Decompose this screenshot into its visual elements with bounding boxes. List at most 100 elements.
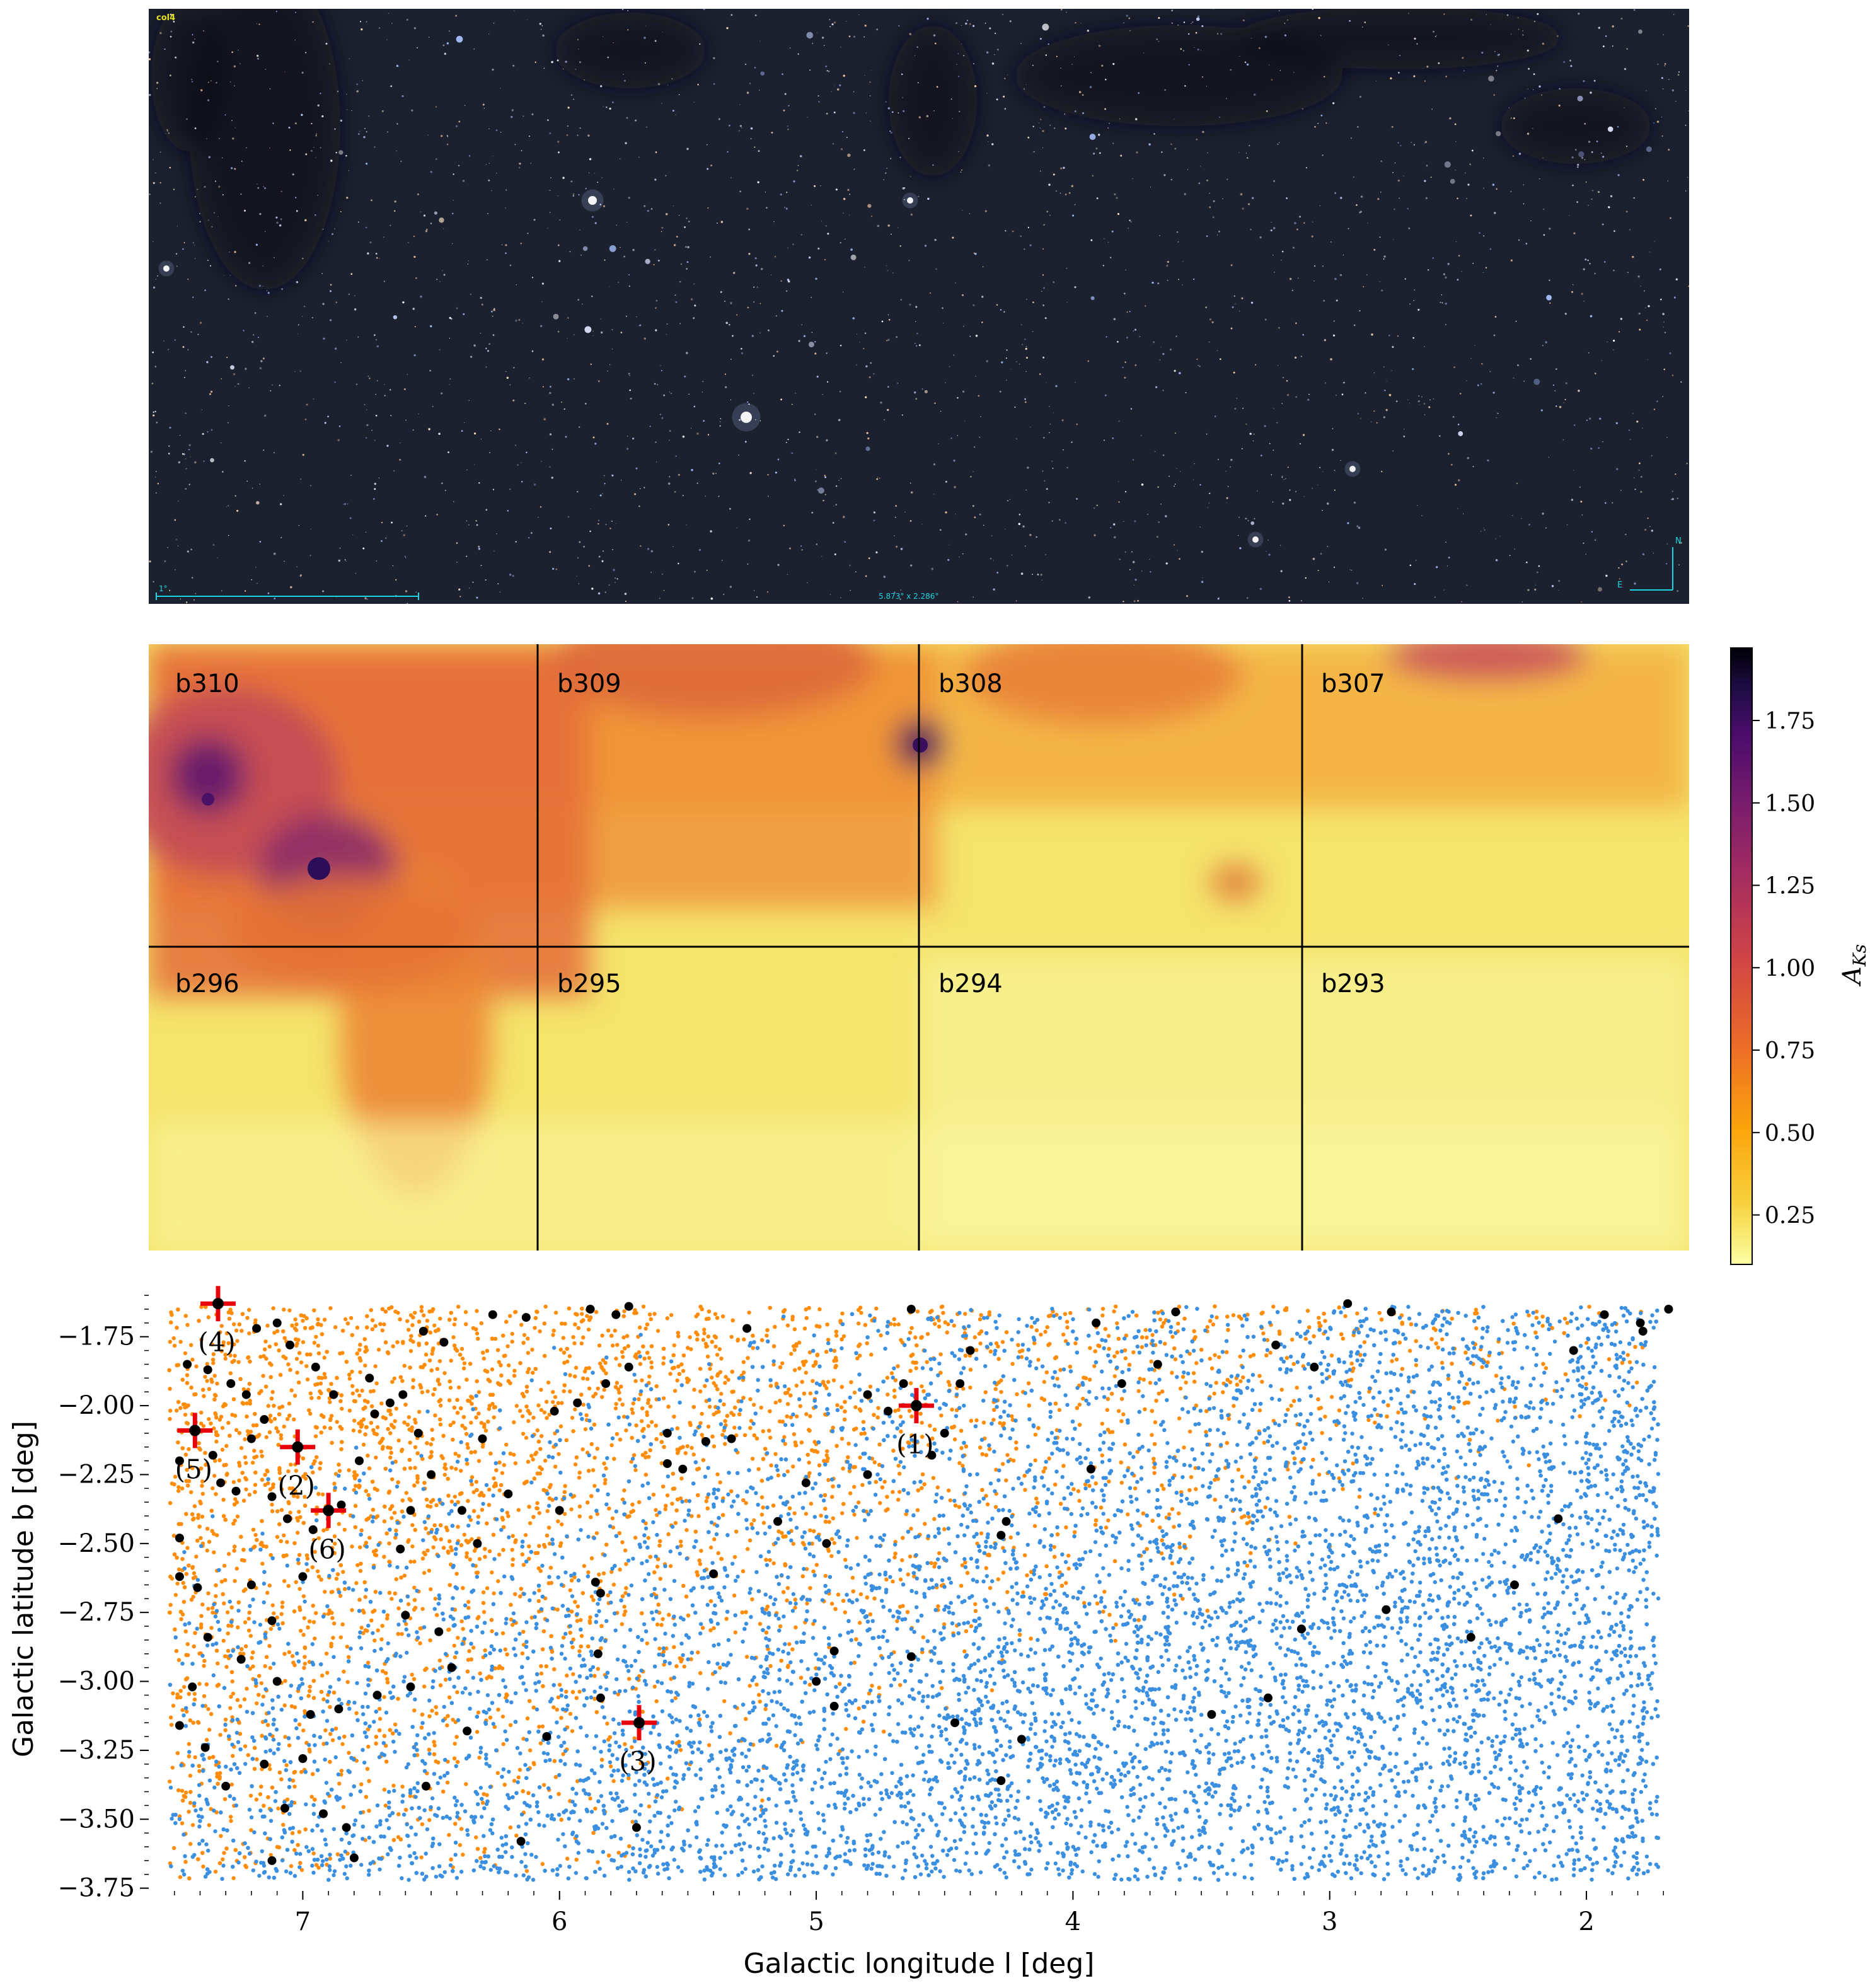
data-point-orange	[999, 1390, 1003, 1394]
data-point-orange	[1351, 1461, 1355, 1465]
data-point-orange	[401, 1339, 405, 1344]
data-point-orange	[320, 1673, 325, 1678]
data-point-orange	[455, 1397, 459, 1402]
data-point-orange	[1082, 1375, 1086, 1380]
data-point-orange	[214, 1583, 218, 1588]
data-point-orange	[214, 1648, 219, 1653]
data-point-orange	[765, 1333, 769, 1338]
data-point-orange	[407, 1415, 412, 1419]
data-point-orange	[808, 1586, 812, 1590]
data-point-orange	[284, 1553, 289, 1557]
data-point-orange	[322, 1355, 326, 1360]
data-point-orange	[453, 1742, 457, 1746]
data-point-orange	[1029, 1324, 1034, 1329]
data-point-orange	[1194, 1487, 1198, 1491]
data-point-orange	[274, 1426, 279, 1430]
data-point-orange	[313, 1434, 318, 1438]
data-point-orange	[424, 1341, 429, 1346]
data-point-orange	[732, 1593, 737, 1598]
data-point-orange	[328, 1760, 332, 1764]
data-point-orange	[267, 1644, 272, 1648]
data-point-orange	[229, 1624, 234, 1628]
data-point-orange	[369, 1308, 373, 1312]
data-point-orange	[557, 1682, 562, 1687]
data-point-orange	[625, 1515, 630, 1519]
data-point-orange	[359, 1419, 364, 1424]
data-point-orange	[604, 1542, 609, 1547]
data-point-orange	[268, 1413, 273, 1418]
data-point-orange	[232, 1322, 236, 1327]
data-point-orange	[275, 1509, 280, 1513]
data-point-orange	[231, 1480, 236, 1484]
data-point-orange	[204, 1682, 209, 1687]
data-point-orange	[306, 1568, 310, 1573]
data-point-orange	[1020, 1348, 1025, 1353]
data-point-orange	[504, 1442, 509, 1447]
data-point-orange	[446, 1549, 450, 1554]
data-point-orange	[1400, 1322, 1404, 1326]
data-point-orange	[292, 1541, 297, 1546]
data-point-orange	[480, 1508, 485, 1512]
data-point-orange	[447, 1398, 452, 1402]
data-point-orange	[1208, 1319, 1213, 1323]
data-point-orange	[792, 1432, 797, 1436]
data-point-orange	[1242, 1514, 1247, 1518]
data-point-orange	[1134, 1313, 1139, 1318]
data-point-orange	[857, 1353, 862, 1358]
data-point-orange	[593, 1392, 598, 1396]
data-point-orange	[170, 1766, 175, 1770]
data-point-orange	[655, 1329, 661, 1333]
data-point-orange	[254, 1797, 259, 1802]
data-point-orange	[1022, 1474, 1027, 1478]
data-point-orange	[350, 1544, 354, 1549]
data-point-orange	[431, 1545, 436, 1550]
data-point-orange	[599, 1646, 603, 1651]
data-point-orange	[1004, 1330, 1009, 1334]
data-point-orange	[1362, 1340, 1367, 1344]
data-point-orange	[978, 1341, 983, 1346]
compass: N E	[1617, 536, 1682, 591]
data-point-orange	[1065, 1325, 1070, 1330]
data-point-orange	[950, 1407, 954, 1412]
data-point-orange	[234, 1566, 239, 1571]
data-point-orange	[1193, 1335, 1198, 1339]
data-point-orange	[925, 1332, 930, 1336]
data-point-orange	[868, 1612, 873, 1617]
data-point-orange	[579, 1618, 583, 1622]
data-point-orange	[513, 1540, 517, 1544]
data-point-orange	[1112, 1354, 1117, 1358]
data-point-orange	[1187, 1430, 1192, 1434]
data-point-orange	[534, 1506, 539, 1510]
data-point-orange	[915, 1343, 919, 1348]
data-point-orange	[369, 1404, 374, 1409]
data-point-orange	[988, 1586, 993, 1590]
data-point-orange	[994, 1341, 999, 1346]
data-point-orange	[574, 1455, 579, 1460]
data-point-orange	[197, 1446, 202, 1450]
data-point-orange	[699, 1549, 703, 1553]
data-point-orange	[185, 1546, 190, 1550]
data-point-orange	[915, 1309, 920, 1314]
data-point-orange	[996, 1577, 1001, 1581]
data-point-orange	[715, 1315, 720, 1321]
data-point-orange	[438, 1316, 442, 1321]
data-point-orange	[573, 1374, 577, 1378]
data-point-orange	[223, 1728, 228, 1733]
data-point-orange	[298, 1861, 303, 1865]
data-point-orange	[313, 1798, 317, 1802]
data-point-orange	[526, 1459, 531, 1464]
data-point-orange	[1115, 1350, 1119, 1355]
data-point-orange	[863, 1322, 868, 1327]
data-point-orange	[347, 1372, 352, 1377]
data-point-orange	[704, 1344, 708, 1349]
data-point-orange	[279, 1508, 284, 1512]
data-point-orange	[439, 1537, 443, 1542]
data-point-orange	[1150, 1409, 1155, 1413]
data-point-orange	[190, 1357, 195, 1362]
data-point-orange	[297, 1830, 302, 1834]
data-point-orange	[417, 1409, 422, 1414]
data-point-orange	[485, 1521, 489, 1526]
data-point-orange	[237, 1431, 242, 1435]
data-point-orange	[234, 1428, 239, 1432]
data-point-orange	[681, 1368, 686, 1373]
